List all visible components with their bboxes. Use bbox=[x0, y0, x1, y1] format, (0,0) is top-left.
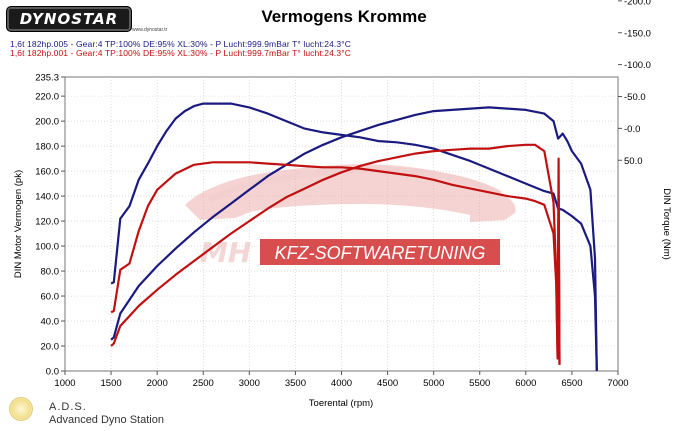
y-tick-label: 120.0 bbox=[35, 217, 59, 228]
series-line-1 bbox=[110, 106, 598, 372]
y2-tick-label: -100.0 bbox=[624, 60, 651, 71]
watermark-banner bbox=[260, 239, 500, 265]
ads-name: A.D.S. bbox=[49, 401, 87, 413]
ads-logo-icon bbox=[9, 397, 33, 421]
chart-title: Vermogens Kromme bbox=[261, 7, 427, 26]
logo-text: DYNOSTAR bbox=[19, 10, 119, 28]
y-tick-label: 235.3 bbox=[35, 73, 59, 84]
y-tick-label: 80.0 bbox=[41, 267, 60, 278]
x-tick-label: 2000 bbox=[147, 378, 168, 389]
y-tick-label: 200.0 bbox=[35, 117, 59, 128]
dynostar-logo: DYNOSTAR bbox=[6, 6, 132, 32]
series-line-2 bbox=[110, 102, 598, 372]
y-tick-label: 60.0 bbox=[41, 292, 60, 303]
y-tick-label: 40.0 bbox=[41, 317, 60, 328]
y2-tick-label: 50.0 bbox=[624, 156, 643, 167]
x-tick-label: 3500 bbox=[285, 378, 306, 389]
x-tick-label: 6000 bbox=[515, 378, 536, 389]
axis-ticks: 1000 1500 2000 2500 3000 3500 4000 4500 5000 5500… bbox=[35, 0, 651, 389]
ads-subtitle: Advanced Dyno Station bbox=[49, 414, 164, 426]
y-axis-label: DIN Motor Vermogen (pk) bbox=[13, 170, 24, 278]
y2-tick-label: -150.0 bbox=[624, 28, 651, 39]
x-tick-label: 1500 bbox=[101, 378, 122, 389]
x-tick-label: 4500 bbox=[377, 378, 398, 389]
y2-tick-label: -200.0 bbox=[624, 0, 651, 7]
y-tick-label: 0.0 bbox=[46, 367, 59, 378]
x-tick-label: 4000 bbox=[331, 378, 352, 389]
y-tick-label: 100.0 bbox=[35, 242, 59, 253]
y-tick-label: 140.0 bbox=[35, 192, 59, 203]
y-tick-label: 220.0 bbox=[35, 92, 59, 103]
y2-axis-label: DIN Torque (Nm) bbox=[661, 188, 672, 260]
x-tick-label: 5500 bbox=[469, 378, 490, 389]
series-line-4 bbox=[110, 161, 561, 365]
y2-tick-label: -0.0 bbox=[624, 124, 640, 135]
y-tick-label: 160.0 bbox=[35, 167, 59, 178]
run-info-2: 1,6t 182hp.001 - Gear:4 TP:100% DE:95% X… bbox=[10, 48, 351, 58]
y-tick-label: 180.0 bbox=[35, 142, 59, 153]
x-tick-label: 7000 bbox=[607, 378, 628, 389]
x-tick-label: 3000 bbox=[239, 378, 260, 389]
x-tick-label: 6500 bbox=[561, 378, 582, 389]
series-line-3 bbox=[110, 143, 561, 365]
x-axis-label: Toerental (rpm) bbox=[309, 398, 373, 409]
watermark-brand: MH bbox=[200, 236, 251, 269]
watermark-car-arc bbox=[208, 166, 502, 203]
y2-tick-label: -50.0 bbox=[624, 92, 646, 103]
watermark-text: KFZ-SOFTWARETUNING bbox=[275, 243, 486, 263]
logo-url: www.dynostar.tr bbox=[132, 27, 168, 33]
series-lines bbox=[110, 102, 598, 372]
run-info-1: 1,6t 182hp.005 - Gear:4 TP:100% DE:95% X… bbox=[10, 39, 351, 49]
x-tick-label: 5000 bbox=[423, 378, 444, 389]
y-tick-label: 20.0 bbox=[41, 342, 60, 353]
x-tick-label: 1000 bbox=[54, 378, 75, 389]
x-tick-label: 2500 bbox=[193, 378, 214, 389]
